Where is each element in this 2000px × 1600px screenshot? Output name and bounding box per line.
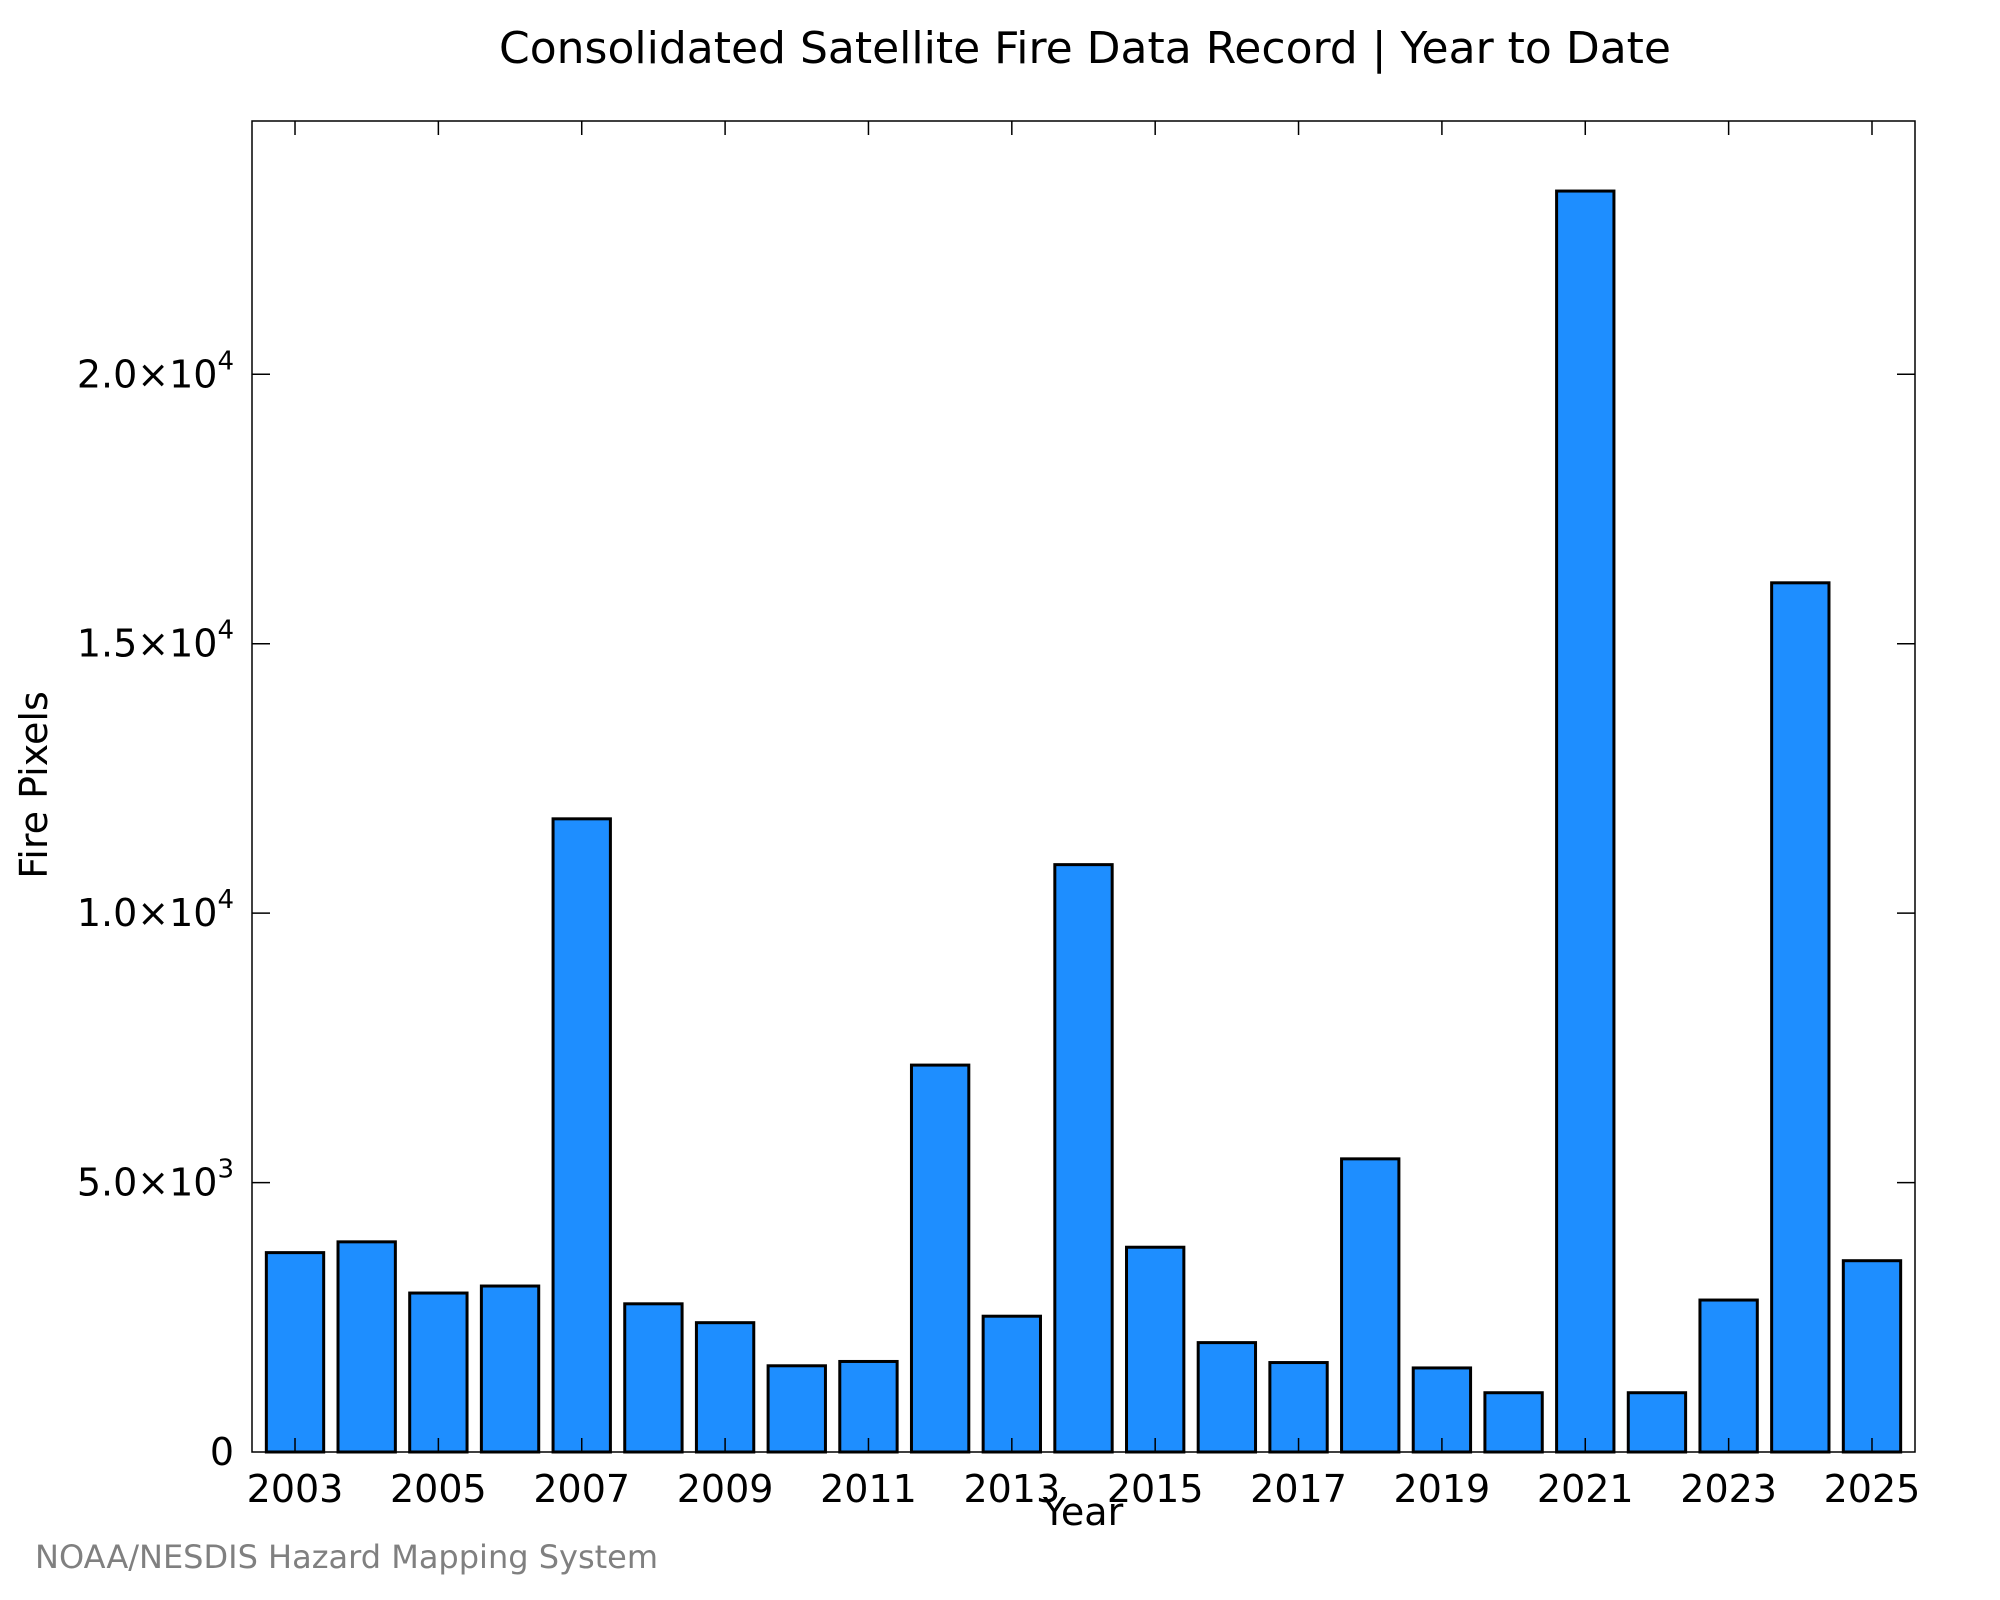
bar-2006 (479, 1284, 541, 1454)
y-tick-label-20000: 2.0×104 (77, 346, 234, 396)
x-tick-label-2017: 2017 (1250, 1467, 1347, 1511)
bar-2013 (981, 1314, 1042, 1454)
bar-2007 (551, 817, 612, 1454)
bar-2023 (1698, 1298, 1759, 1454)
x-axis-ticks: 2003 2005 2007 2009 2011 2013 2015 2017 2019 2021… (247, 121, 1921, 1511)
x-tick-label-2013: 2013 (963, 1467, 1060, 1511)
bar-2015 (1125, 1245, 1186, 1454)
x-tick-label-2011: 2011 (820, 1467, 917, 1511)
x-tick-label-2009: 2009 (677, 1467, 774, 1511)
bar-2003 (264, 1251, 326, 1454)
bar-2004 (336, 1240, 397, 1454)
x-tick-label-2005: 2005 (390, 1467, 487, 1511)
source-credit: NOAA/NESDIS Hazard Mapping System (35, 1538, 658, 1576)
x-axis-label: Year (1042, 1490, 1124, 1534)
bar-2021 (1555, 189, 1616, 1454)
x-tick-label-2021: 2021 (1537, 1467, 1634, 1511)
y-tick-label-5000: 5.0×103 (77, 1155, 234, 1205)
bar-2009 (694, 1321, 756, 1454)
y-axis-ticks: 0 5.0×103 1.0×104 1.5×104 2.0×104 (77, 346, 1915, 1474)
bar-2010 (766, 1364, 827, 1454)
bar-2018 (1340, 1157, 1401, 1454)
bar-2022 (1626, 1391, 1688, 1454)
bar-2024 (1770, 581, 1831, 1454)
plot-frame (251, 120, 1916, 1453)
bar-2016 (1196, 1341, 1258, 1454)
y-tick-label-10000: 1.0×104 (77, 885, 234, 935)
chart-title: Consolidated Satellite Fire Data Record … (499, 23, 1671, 74)
x-tick-label-2019: 2019 (1394, 1467, 1491, 1511)
y-axis-label: Fire Pixels (12, 691, 56, 879)
bar-2005 (408, 1291, 469, 1454)
x-tick-label-2003: 2003 (247, 1467, 344, 1511)
x-tick-label-2023: 2023 (1680, 1467, 1777, 1511)
bar-2008 (623, 1302, 684, 1454)
bar-2025 (1841, 1259, 1903, 1454)
x-tick-label-2007: 2007 (533, 1467, 630, 1511)
bar-2012 (909, 1063, 971, 1454)
bar-2014 (1053, 863, 1114, 1454)
y-tick-label-15000: 1.5×104 (77, 616, 234, 666)
y-tick-label-0: 0 (210, 1430, 234, 1474)
x-tick-label-2015: 2015 (1107, 1467, 1204, 1511)
x-tick-label-2025: 2025 (1824, 1467, 1921, 1511)
bar-2020 (1483, 1391, 1544, 1454)
bars-group (264, 189, 1903, 1454)
